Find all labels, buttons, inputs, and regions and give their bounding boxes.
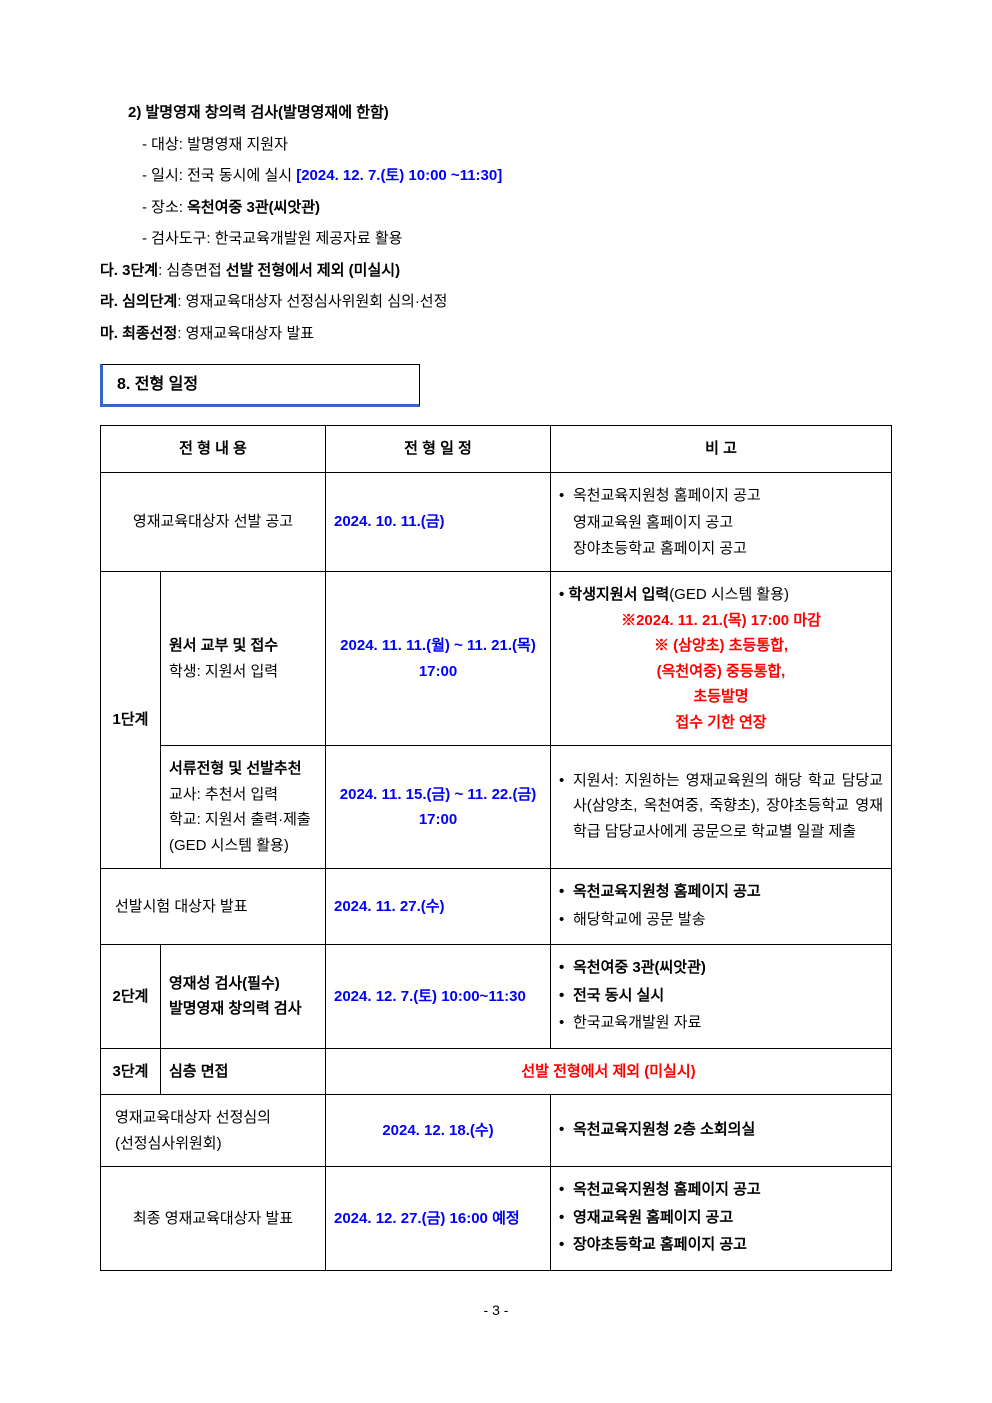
schedule-table: 전 형 내 용 전 형 일 정 비 고 영재교육대상자 선발 공고 2024. … <box>100 425 892 1271</box>
r3-content-bold: 서류전형 및 선발추천 <box>169 756 317 782</box>
date-value: 전국 동시에 실시 <box>187 167 296 184</box>
r4-date: 2024. 11. 27.(수) <box>326 869 551 945</box>
th-date: 전 형 일 정 <box>326 426 551 473</box>
da-label: 다. 3단계 <box>100 262 158 279</box>
r2-content: 원서 교부 및 접수 학생: 지원서 입력 <box>161 572 326 746</box>
ra-label: 라. 심의단계 <box>100 293 177 310</box>
r7-date: 2024. 12. 18.(수) <box>326 1095 551 1167</box>
r4-note2: 해당학교에 공문 발송 <box>559 907 883 933</box>
r2-note1-rest: (GED 시스템 활용) <box>669 586 789 603</box>
place-value: 옥천여중 3관(씨앗관) <box>187 199 320 216</box>
ma-line: 마. 최종선정: 영재교육대상자 발표 <box>100 321 892 347</box>
r2-stage: 1단계 <box>101 572 161 869</box>
table-row: 선발시험 대상자 발표 2024. 11. 27.(수) 옥천교육지원청 홈페이… <box>101 869 892 945</box>
r8-notes: 옥천교육지원청 홈페이지 공고 영재교육원 홈페이지 공고 장야초등학교 홈페이… <box>551 1167 892 1271</box>
date-value-blue: [2024. 12. 7.(토) 10:00 ~11:30] <box>296 167 502 184</box>
r8-content: 최종 영재교육대상자 발표 <box>101 1167 326 1271</box>
r6-stage: 3단계 <box>101 1048 161 1095</box>
r2-note2e: 접수 기한 연장 <box>559 710 883 736</box>
tool-value: 한국교육개발원 제공자료 활용 <box>215 230 403 247</box>
r6-combined: 선발 전형에서 제외 (미실시) <box>326 1048 892 1095</box>
r5-content: 영재성 검사(필수) 발명영재 창의력 검사 <box>161 945 326 1049</box>
r2-date: 2024. 11. 11.(월) ~ 11. 21.(목) 17:00 <box>326 572 551 746</box>
th-content: 전 형 내 용 <box>101 426 326 473</box>
ra-val: : 영재교육대상자 선정심사위원회 심의·선정 <box>177 293 447 310</box>
r8-note1: 옥천교육지원청 홈페이지 공고 <box>559 1177 883 1203</box>
r1-note1: 옥천교육지원청 홈페이지 공고 <box>559 483 883 509</box>
ma-label: 마. 최종선정 <box>100 325 177 342</box>
r3-content: 서류전형 및 선발추천 교사: 추천서 입력 학교: 지원서 출력·제출 (GE… <box>161 746 326 869</box>
r2-note2a: ※2024. 11. 21.(목) 17:00 마감 <box>559 608 883 634</box>
r7-notes: 옥천교육지원청 2층 소회의실 <box>551 1095 892 1167</box>
r5-content-bold1: 영재성 검사(필수) <box>169 971 317 997</box>
place-line: - 장소: 옥천여중 3관(씨앗관) <box>100 195 892 221</box>
r5-note2: 전국 동시 실시 <box>559 983 883 1009</box>
r2-content-sub: 학생: 지원서 입력 <box>169 659 317 685</box>
r5-date: 2024. 12. 7.(토) 10:00~11:30 <box>326 945 551 1049</box>
r7-note1: 옥천교육지원청 2층 소회의실 <box>559 1117 883 1143</box>
r3-content-sub2: 학교: 지원서 출력·제출 <box>169 807 317 833</box>
r2-note2b: ※ (삼양초) 초등통합, <box>559 633 883 659</box>
r7-content2: (선정심사위원회) <box>115 1131 317 1157</box>
r2-note1: • 학생지원서 입력(GED 시스템 활용) <box>559 582 883 608</box>
r5-notes: 옥천여중 3관(씨앗관) 전국 동시 실시 한국교육개발원 자료 <box>551 945 892 1049</box>
target-line: - 대상: 발명영재 지원자 <box>100 132 892 158</box>
r4-notes: 옥천교육지원청 홈페이지 공고 해당학교에 공문 발송 <box>551 869 892 945</box>
ra-line: 라. 심의단계: 영재교육대상자 선정심사위원회 심의·선정 <box>100 289 892 315</box>
r3-content-sub3: (GED 시스템 활용) <box>169 833 317 859</box>
r1-content: 영재교육대상자 선발 공고 <box>101 472 326 572</box>
da-bold: : 심층면접 <box>158 262 226 279</box>
table-row: 1단계 원서 교부 및 접수 학생: 지원서 입력 2024. 11. 11.(… <box>101 572 892 746</box>
r8-note2: 영재교육원 홈페이지 공고 <box>559 1205 883 1231</box>
r1-date: 2024. 10. 11.(금) <box>326 472 551 572</box>
table-header-row: 전 형 내 용 전 형 일 정 비 고 <box>101 426 892 473</box>
page-number: - 3 - <box>100 1299 892 1323</box>
r5-note3: 한국교육개발원 자료 <box>559 1010 883 1036</box>
r5-stage: 2단계 <box>101 945 161 1049</box>
table-row: 영재교육대상자 선정심의 (선정심사위원회) 2024. 12. 18.(수) … <box>101 1095 892 1167</box>
r5-note1: 옥천여중 3관(씨앗관) <box>559 955 883 981</box>
r2-note1-bold: • 학생지원서 입력 <box>559 586 669 603</box>
section8-title: 8. 전형 일정 <box>100 364 420 407</box>
tool-label: - 검사도구: <box>142 230 211 247</box>
r3-notes: 지원서: 지원하는 영재교육원의 해당 학교 담당교사(삼양초, 옥천여중, 죽… <box>551 746 892 869</box>
ma-val: : 영재교육대상자 발표 <box>177 325 314 342</box>
r5-content-bold2: 발명영재 창의력 검사 <box>169 996 317 1022</box>
r7-content1: 영재교육대상자 선정심의 <box>115 1105 317 1131</box>
r1-notes: 옥천교육지원청 홈페이지 공고 영재교육원 홈페이지 공고 장야초등학교 홈페이… <box>551 472 892 572</box>
r4-note1: 옥천교육지원청 홈페이지 공고 <box>559 879 883 905</box>
r8-note3: 장야초등학교 홈페이지 공고 <box>559 1232 883 1258</box>
r6-content: 심층 면접 <box>161 1048 326 1095</box>
item2-title: 2) 발명영재 창의력 검사(발명영재에 한함) <box>100 100 892 126</box>
r1-note2: 영재교육원 홈페이지 공고 <box>559 510 883 536</box>
tool-line: - 검사도구: 한국교육개발원 제공자료 활용 <box>100 226 892 252</box>
r2-note2d: 초등발명 <box>559 684 883 710</box>
r2-note2c: (옥천여중) 중등통합, <box>559 659 883 685</box>
r2-content-bold: 원서 교부 및 접수 <box>169 633 317 659</box>
r3-note1: 지원서: 지원하는 영재교육원의 해당 학교 담당교사(삼양초, 옥천여중, 죽… <box>559 768 883 845</box>
th-note: 비 고 <box>551 426 892 473</box>
table-row: 2단계 영재성 검사(필수) 발명영재 창의력 검사 2024. 12. 7.(… <box>101 945 892 1049</box>
table-row: 최종 영재교육대상자 발표 2024. 12. 27.(금) 16:00 예정 … <box>101 1167 892 1271</box>
da-line: 다. 3단계: 심층면접 선발 전형에서 제외 (미실시) <box>100 258 892 284</box>
r1-note3: 장야초등학교 홈페이지 공고 <box>559 536 883 562</box>
r2-notes: • 학생지원서 입력(GED 시스템 활용) ※2024. 11. 21.(목)… <box>551 572 892 746</box>
r4-content: 선발시험 대상자 발표 <box>101 869 326 945</box>
date-label: - 일시: <box>142 167 183 184</box>
table-row: 영재교육대상자 선발 공고 2024. 10. 11.(금) 옥천교육지원청 홈… <box>101 472 892 572</box>
r8-date: 2024. 12. 27.(금) 16:00 예정 <box>326 1167 551 1271</box>
place-label: - 장소: <box>142 199 183 216</box>
target-value: 발명영재 지원자 <box>187 136 288 153</box>
r7-content: 영재교육대상자 선정심의 (선정심사위원회) <box>101 1095 326 1167</box>
date-line: - 일시: 전국 동시에 실시 [2024. 12. 7.(토) 10:00 ~… <box>100 163 892 189</box>
r3-content-sub1: 교사: 추천서 입력 <box>169 782 317 808</box>
table-row: 3단계 심층 면접 선발 전형에서 제외 (미실시) <box>101 1048 892 1095</box>
da-val: 선발 전형에서 제외 (미실시) <box>226 262 400 279</box>
target-label: - 대상: <box>142 136 183 153</box>
r3-date: 2024. 11. 15.(금) ~ 11. 22.(금) 17:00 <box>326 746 551 869</box>
table-row: 서류전형 및 선발추천 교사: 추천서 입력 학교: 지원서 출력·제출 (GE… <box>101 746 892 869</box>
